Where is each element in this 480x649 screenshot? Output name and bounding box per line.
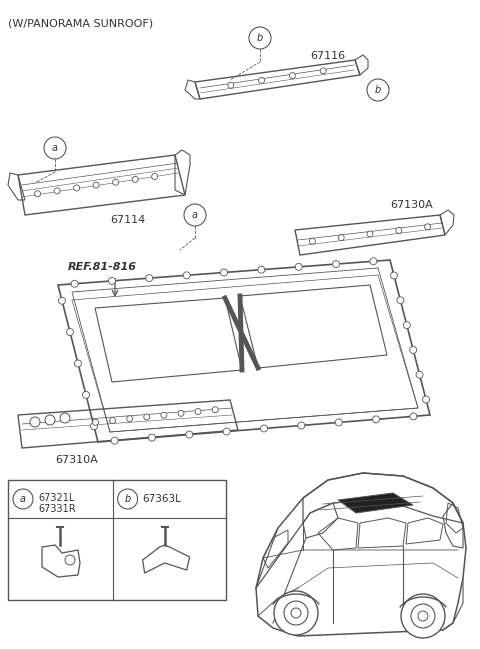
Text: a: a: [20, 494, 26, 504]
Circle shape: [59, 297, 65, 304]
Circle shape: [93, 419, 98, 425]
Circle shape: [44, 137, 66, 159]
Text: a: a: [192, 210, 198, 220]
Text: 67331R: 67331R: [38, 504, 76, 514]
Text: b: b: [124, 494, 131, 504]
Text: 67114: 67114: [110, 215, 145, 225]
Circle shape: [259, 77, 264, 84]
Circle shape: [391, 272, 397, 279]
Circle shape: [152, 173, 157, 180]
Circle shape: [338, 234, 344, 241]
Circle shape: [401, 594, 445, 638]
Bar: [8, 480, 226, 600]
Text: REF.81-816: REF.81-816: [68, 262, 137, 272]
Circle shape: [396, 227, 402, 234]
Circle shape: [370, 258, 377, 265]
Circle shape: [83, 391, 89, 398]
Circle shape: [422, 396, 430, 403]
Circle shape: [35, 191, 41, 197]
Circle shape: [184, 204, 206, 226]
Circle shape: [108, 277, 116, 284]
Circle shape: [65, 555, 75, 565]
Circle shape: [186, 431, 193, 438]
Circle shape: [335, 419, 342, 426]
Circle shape: [74, 360, 82, 367]
Circle shape: [228, 82, 234, 88]
Circle shape: [91, 422, 97, 430]
Circle shape: [416, 371, 423, 378]
Circle shape: [258, 266, 265, 273]
Circle shape: [333, 260, 339, 267]
Circle shape: [113, 179, 119, 185]
Circle shape: [403, 322, 410, 328]
Circle shape: [93, 182, 99, 188]
Text: 67363L: 67363L: [143, 494, 181, 504]
Circle shape: [223, 428, 230, 435]
Circle shape: [367, 79, 389, 101]
Circle shape: [410, 413, 417, 420]
Circle shape: [397, 297, 404, 304]
Circle shape: [289, 73, 295, 79]
Circle shape: [310, 238, 315, 244]
Circle shape: [212, 407, 218, 413]
Circle shape: [144, 414, 150, 420]
Circle shape: [249, 27, 271, 49]
Text: (W/PANORAMA SUNROOF): (W/PANORAMA SUNROOF): [8, 18, 153, 28]
Circle shape: [45, 415, 55, 425]
Circle shape: [73, 185, 80, 191]
Circle shape: [410, 347, 417, 354]
Circle shape: [284, 601, 308, 625]
Circle shape: [127, 416, 132, 422]
Text: 67310A: 67310A: [55, 455, 98, 465]
Circle shape: [418, 611, 428, 621]
Text: 67116: 67116: [310, 51, 345, 61]
Circle shape: [320, 67, 326, 74]
Circle shape: [291, 608, 301, 618]
Circle shape: [274, 591, 318, 635]
Circle shape: [71, 280, 78, 288]
Circle shape: [183, 272, 190, 279]
Circle shape: [132, 177, 138, 182]
Polygon shape: [338, 493, 413, 513]
Circle shape: [109, 417, 116, 424]
Circle shape: [13, 489, 33, 509]
Text: b: b: [257, 33, 263, 43]
Circle shape: [161, 412, 167, 418]
Circle shape: [148, 434, 156, 441]
Circle shape: [367, 231, 373, 237]
Circle shape: [411, 604, 435, 628]
Text: 67321L: 67321L: [38, 493, 74, 503]
Circle shape: [295, 263, 302, 271]
Circle shape: [425, 224, 431, 230]
Circle shape: [195, 409, 201, 415]
Text: a: a: [52, 143, 58, 153]
Circle shape: [178, 410, 184, 417]
Circle shape: [220, 269, 228, 276]
Text: b: b: [375, 85, 381, 95]
Circle shape: [54, 188, 60, 194]
Circle shape: [67, 328, 73, 336]
Circle shape: [146, 275, 153, 282]
Circle shape: [261, 425, 267, 432]
Circle shape: [30, 417, 40, 427]
Circle shape: [111, 437, 118, 444]
Circle shape: [372, 416, 380, 423]
Circle shape: [60, 413, 70, 423]
Text: 67130A: 67130A: [390, 200, 433, 210]
Circle shape: [118, 489, 138, 509]
Circle shape: [298, 422, 305, 429]
